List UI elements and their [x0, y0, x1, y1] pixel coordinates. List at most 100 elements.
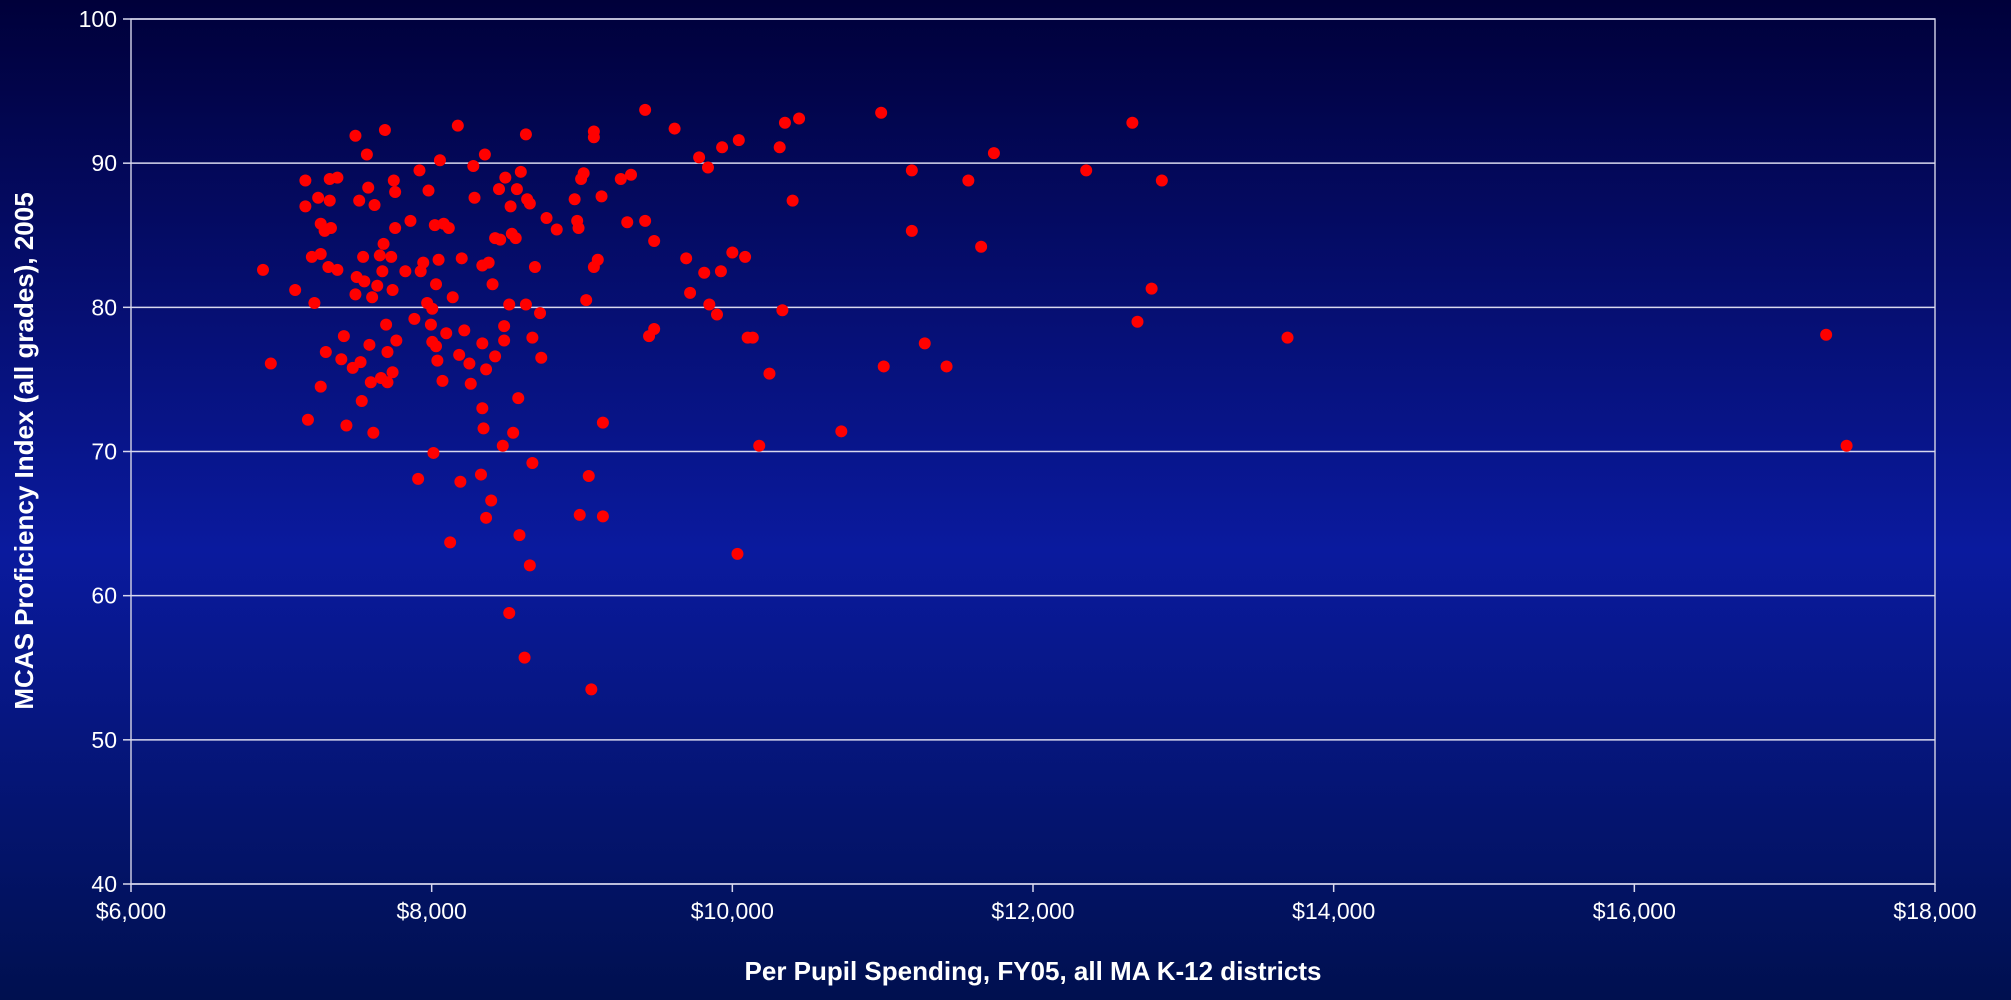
data-point — [446, 291, 459, 304]
data-point — [1080, 164, 1093, 177]
data-point — [424, 318, 437, 331]
data-point — [596, 416, 609, 429]
data-point — [648, 322, 661, 335]
data-point — [442, 222, 455, 235]
data-point — [486, 278, 499, 291]
data-point — [905, 224, 918, 237]
data-point — [568, 193, 581, 206]
data-point — [493, 183, 506, 196]
data-point — [648, 235, 661, 248]
data-point — [668, 122, 681, 135]
data-point — [778, 116, 791, 129]
data-point — [621, 216, 634, 229]
data-point — [385, 250, 398, 263]
data-point — [353, 194, 366, 207]
data-point — [376, 265, 389, 278]
x-axis-title: Per Pupil Spending, FY05, all MA K-12 di… — [745, 956, 1322, 986]
data-point — [358, 275, 371, 288]
data-point — [572, 222, 585, 235]
data-point — [591, 253, 604, 266]
data-point — [753, 439, 766, 452]
data-point — [389, 186, 402, 198]
y-tick-label: 50 — [91, 727, 117, 753]
data-point — [786, 194, 799, 207]
data-point — [835, 425, 848, 438]
x-tick-label: $16,000 — [1593, 898, 1676, 924]
data-point — [433, 154, 446, 167]
data-point — [367, 426, 380, 439]
data-point — [417, 256, 430, 269]
data-point — [480, 363, 493, 376]
data-point — [714, 265, 727, 278]
data-point — [408, 312, 421, 325]
data-point — [875, 106, 888, 119]
data-point — [378, 124, 391, 137]
data-point — [413, 164, 426, 177]
data-point — [363, 338, 376, 351]
data-point — [731, 547, 744, 560]
data-point — [504, 200, 517, 213]
data-point — [1145, 282, 1158, 295]
data-point — [476, 402, 489, 415]
data-point — [526, 457, 539, 470]
data-point — [368, 198, 381, 211]
data-point — [587, 131, 600, 144]
data-point — [793, 112, 806, 125]
data-point — [639, 103, 652, 116]
data-point — [905, 164, 918, 177]
data-point — [528, 260, 541, 273]
y-axis-title: MCAS Proficiency Index (all grades), 200… — [9, 192, 39, 709]
x-tick-label: $18,000 — [1893, 898, 1976, 924]
data-point — [1131, 315, 1144, 328]
data-point — [975, 240, 988, 253]
data-point — [381, 376, 394, 389]
data-point — [476, 337, 489, 350]
data-point — [480, 511, 493, 524]
data-point — [625, 168, 638, 181]
data-point — [1281, 331, 1294, 344]
data-point — [987, 147, 1000, 160]
data-point — [1126, 116, 1139, 129]
data-point — [1820, 328, 1833, 341]
data-point — [264, 357, 277, 370]
data-point — [503, 606, 516, 619]
y-tick-label: 90 — [91, 150, 117, 176]
data-point — [509, 232, 522, 245]
data-point — [499, 171, 512, 184]
data-point — [432, 253, 445, 266]
data-point — [513, 529, 526, 542]
data-point — [514, 165, 527, 178]
data-point — [573, 508, 586, 521]
data-point — [337, 330, 350, 343]
data-point — [312, 191, 325, 204]
data-point — [322, 260, 335, 273]
data-point — [540, 211, 553, 224]
data-point — [519, 128, 532, 141]
data-point — [319, 346, 332, 359]
data-point — [474, 468, 487, 481]
data-point — [399, 265, 412, 278]
data-point — [256, 263, 269, 276]
data-point — [507, 426, 520, 439]
data-point — [444, 536, 457, 549]
data-point — [523, 197, 536, 210]
x-tick-label: $14,000 — [1292, 898, 1375, 924]
data-point — [380, 318, 393, 331]
data-point — [503, 298, 516, 311]
data-point — [299, 174, 312, 187]
data-point — [366, 291, 379, 304]
data-point — [726, 246, 739, 259]
data-point — [940, 360, 953, 373]
data-point — [301, 413, 314, 426]
data-point — [314, 247, 327, 260]
data-point — [877, 360, 890, 373]
data-point — [703, 298, 716, 311]
data-point — [763, 367, 776, 380]
data-point — [716, 141, 729, 154]
data-point — [519, 298, 532, 311]
x-tick-label: $6,000 — [96, 898, 166, 924]
data-point — [364, 376, 377, 389]
data-point — [331, 171, 344, 184]
data-point — [498, 320, 511, 333]
data-point — [496, 439, 509, 452]
